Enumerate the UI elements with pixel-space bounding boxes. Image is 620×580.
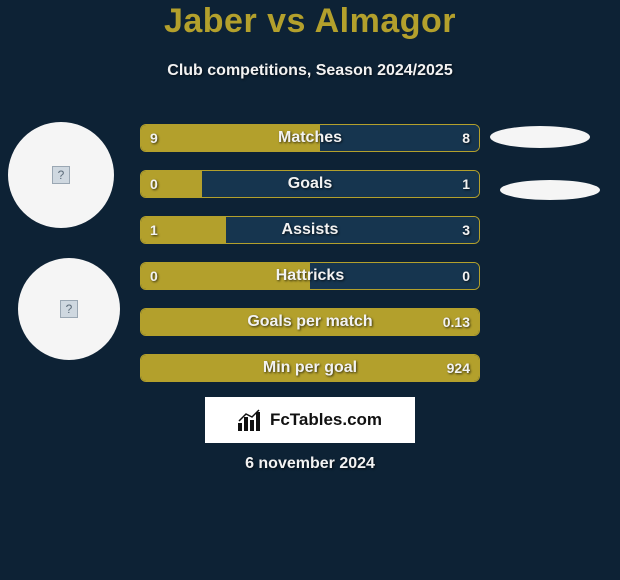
stat-bar-left [141,309,479,335]
stat-bar-track [140,124,480,152]
stat-bar-left [141,355,479,381]
stat-bar-right [310,263,479,289]
placeholder-icon: ? [52,166,70,184]
svg-text:?: ? [58,168,65,182]
club1-badge [490,126,590,148]
stat-bar-left [141,263,310,289]
stat-row: Goals01 [140,170,480,198]
stat-bar-track [140,354,480,382]
stat-bar-right [226,217,480,243]
stat-bar-track [140,170,480,198]
player1-avatar: ? [8,122,114,228]
svg-text:?: ? [66,302,73,316]
stat-bar-track [140,308,480,336]
date-text: 6 november 2024 [0,455,620,473]
stat-bar-left [141,217,226,243]
stat-bar-track [140,216,480,244]
bars-icon [238,409,264,431]
comparison-card: Jaber vs Almagor Club competitions, Seas… [0,0,620,580]
page-title: Jaber vs Almagor [0,2,620,41]
stat-row: Assists13 [140,216,480,244]
stat-bar-left [141,125,320,151]
branding-badge: FcTables.com [205,397,415,443]
stat-row: Hattricks00 [140,262,480,290]
stat-bar-right [202,171,479,197]
stat-row: Min per goal924 [140,354,480,382]
stat-bar-right [320,125,479,151]
branding-text: FcTables.com [270,410,382,430]
placeholder-icon: ? [60,300,78,318]
stat-row: Matches98 [140,124,480,152]
club2-badge [500,180,600,200]
stat-bar-track [140,262,480,290]
player2-avatar: ? [18,258,120,360]
page-subtitle: Club competitions, Season 2024/2025 [0,62,620,80]
stat-bar-left [141,171,202,197]
stat-row: Goals per match0.13 [140,308,480,336]
